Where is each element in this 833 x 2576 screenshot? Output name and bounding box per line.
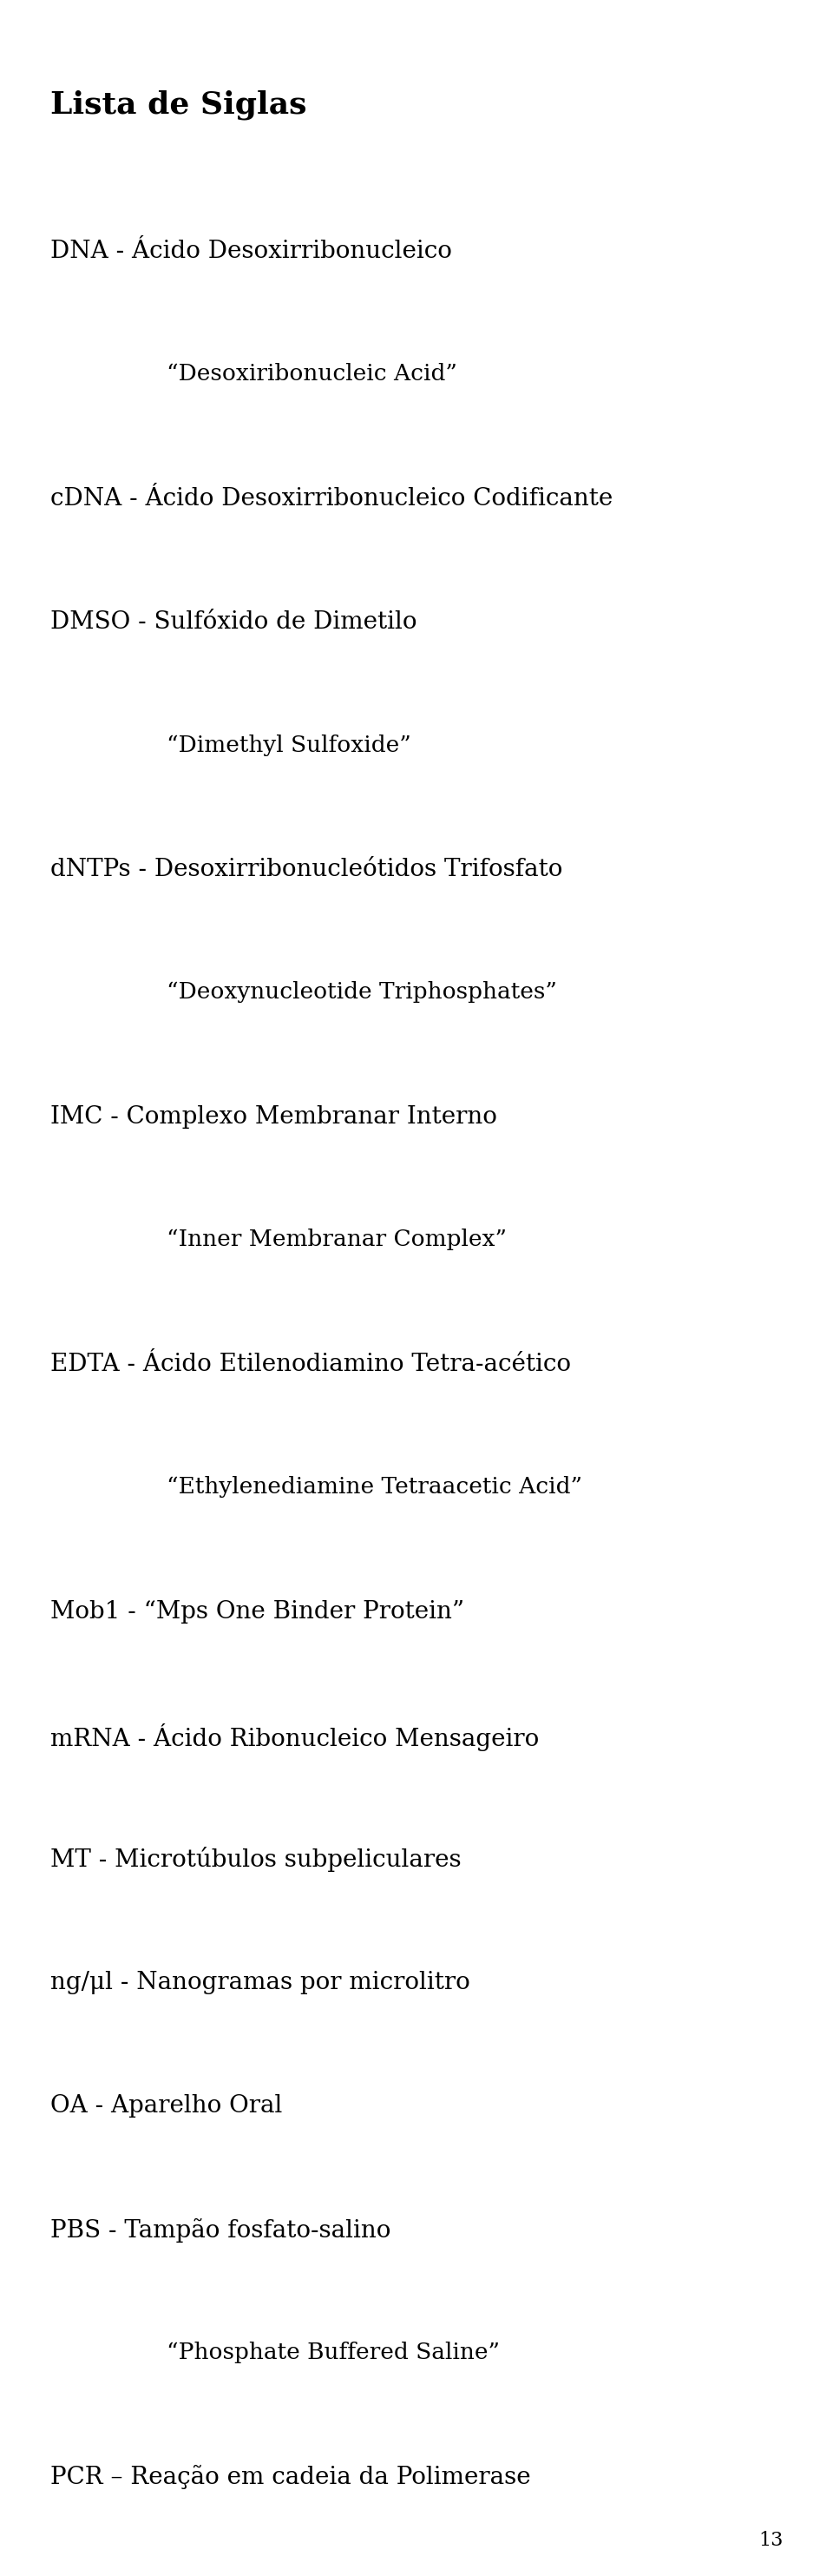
Text: “Deoxynucleotide Triphosphates”: “Deoxynucleotide Triphosphates” xyxy=(167,981,557,1002)
Text: “Inner Membranar Complex”: “Inner Membranar Complex” xyxy=(167,1229,506,1249)
Text: EDTA - Ácido Etilenodiamino Tetra-acético: EDTA - Ácido Etilenodiamino Tetra-acétic… xyxy=(50,1352,571,1376)
Text: IMC - Complexo Membranar Interno: IMC - Complexo Membranar Interno xyxy=(50,1105,496,1128)
Text: Mob1 - “Mps One Binder Protein”: Mob1 - “Mps One Binder Protein” xyxy=(50,1600,464,1623)
Text: 13: 13 xyxy=(758,2532,783,2550)
Text: ng/μl - Nanogramas por microlitro: ng/μl - Nanogramas por microlitro xyxy=(50,1971,470,1994)
Text: PCR – Reação em cadeia da Polimerase: PCR – Reação em cadeia da Polimerase xyxy=(50,2465,531,2488)
Text: PBS - Tampão fosfato-salino: PBS - Tampão fosfato-salino xyxy=(50,2218,391,2241)
Text: Lista de Siglas: Lista de Siglas xyxy=(50,90,307,121)
Text: “Dimethyl Sulfoxide”: “Dimethyl Sulfoxide” xyxy=(167,734,411,755)
Text: mRNA - Ácido Ribonucleico Mensageiro: mRNA - Ácido Ribonucleico Mensageiro xyxy=(50,1723,539,1752)
Text: OA - Aparelho Oral: OA - Aparelho Oral xyxy=(50,2094,282,2117)
Text: “Phosphate Buffered Saline”: “Phosphate Buffered Saline” xyxy=(167,2342,500,2362)
Text: “Desoxiribonucleic Acid”: “Desoxiribonucleic Acid” xyxy=(167,363,457,384)
Text: DMSO - Sulfóxido de Dimetilo: DMSO - Sulfóxido de Dimetilo xyxy=(50,611,416,634)
Text: MT - Microtúbulos subpeliculares: MT - Microtúbulos subpeliculares xyxy=(50,1847,461,1873)
Text: “Ethylenediamine Tetraacetic Acid”: “Ethylenediamine Tetraacetic Acid” xyxy=(167,1476,582,1497)
Text: cDNA - Ácido Desoxirribonucleico Codificante: cDNA - Ácido Desoxirribonucleico Codific… xyxy=(50,487,612,510)
Text: DNA - Ácido Desoxirribonucleico: DNA - Ácido Desoxirribonucleico xyxy=(50,240,451,263)
Text: dNTPs - Desoxirribonucleótidos Trifosfato: dNTPs - Desoxirribonucleótidos Trifosfat… xyxy=(50,858,562,881)
